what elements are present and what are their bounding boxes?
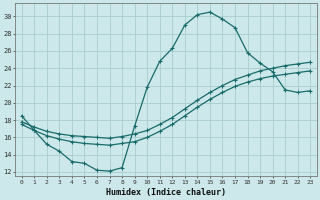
X-axis label: Humidex (Indice chaleur): Humidex (Indice chaleur) — [106, 188, 226, 197]
